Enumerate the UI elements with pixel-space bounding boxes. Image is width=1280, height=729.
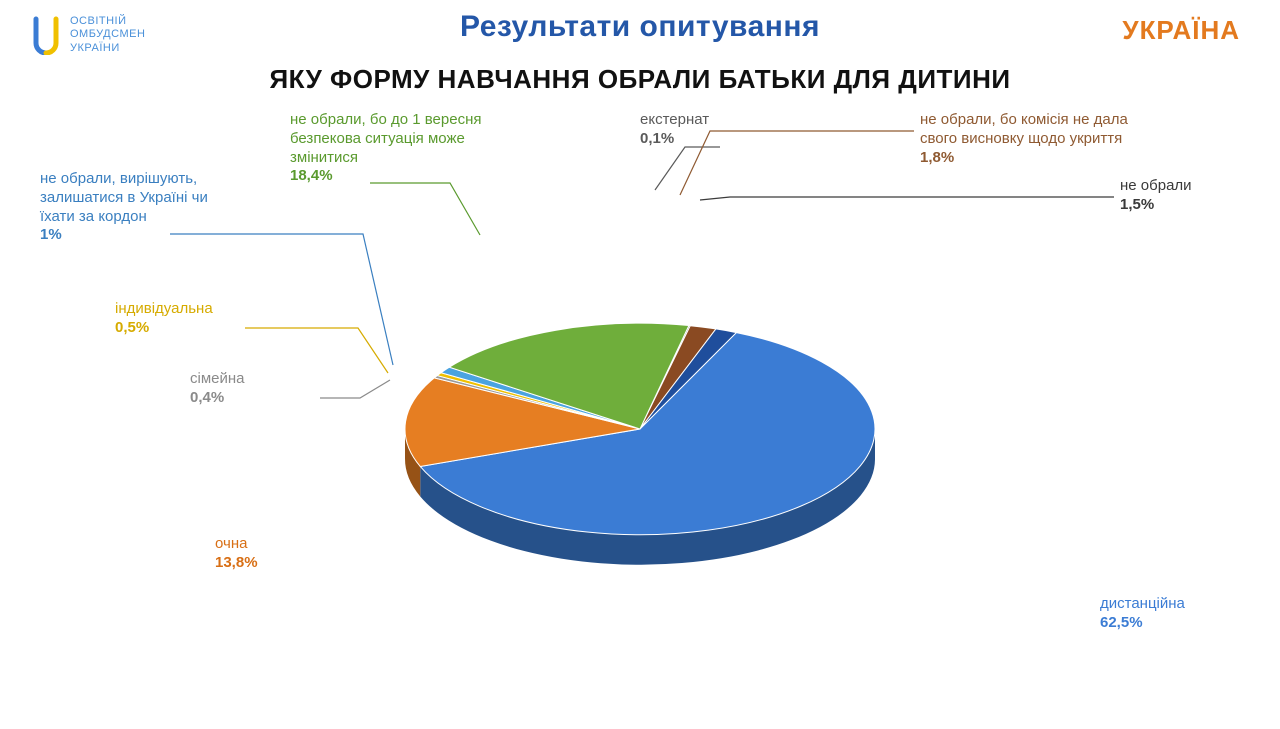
slice-label-ochna: очна13,8% [215,535,258,573]
logo: ОСВІТНІЙ ОМБУДСМЕН УКРАЇНИ [30,15,145,55]
logo-line-2: ОМБУДСМЕН [70,28,145,41]
country-label: УКРАЇНА [1122,15,1240,46]
logo-icon [30,15,62,55]
slice-label-not_chosen: не обрали1,5% [1120,177,1192,215]
slice-label-eksternat: екстернат0,1% [640,111,709,149]
slice-label-not_komisiya: не обрали, бо комісія не даласвого висно… [920,111,1128,167]
slice-label-dystantsiyna: дистанційна62,5% [1100,595,1185,633]
slice-label-not_situation: не обрали, бо до 1 вереснябезпекова ситу… [290,111,481,186]
logo-text: ОСВІТНІЙ ОМБУДСМЕН УКРАЇНИ [70,15,145,55]
page-title: Результати опитування [0,10,1280,44]
chart-title: ЯКУ ФОРМУ НАВЧАННЯ ОБРАЛИ БАТЬКИ ДЛЯ ДИТ… [0,64,1280,95]
slice-label-indyvidualna: індивідуальна0,5% [115,300,213,338]
logo-line-1: ОСВІТНІЙ [70,15,145,28]
logo-line-3: УКРАЇНИ [70,42,145,55]
slice-label-simeyna: сімейна0,4% [190,370,245,408]
slice-label-not_abroad: не обрали, вирішують,залишатися в Україн… [40,170,208,245]
chart-area: екстернат0,1% не обрали, бо комісія не да… [0,105,1280,705]
header: ОСВІТНІЙ ОМБУДСМЕН УКРАЇНИ Результати оп… [0,0,1280,50]
